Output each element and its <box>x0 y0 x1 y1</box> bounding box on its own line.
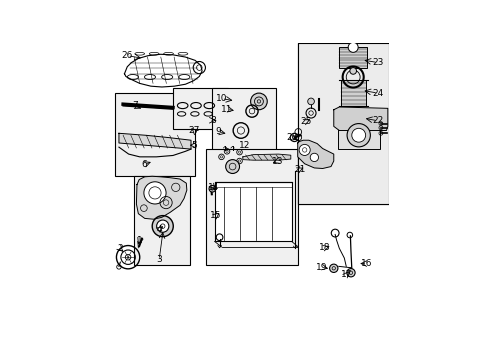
Circle shape <box>156 220 168 232</box>
Text: 27: 27 <box>188 126 199 135</box>
Bar <box>134 176 189 265</box>
Circle shape <box>349 68 356 74</box>
Text: 24: 24 <box>372 89 383 98</box>
Circle shape <box>309 153 318 162</box>
Circle shape <box>225 159 239 174</box>
Circle shape <box>346 269 354 277</box>
Text: 17: 17 <box>340 270 351 279</box>
Text: 3: 3 <box>156 256 162 265</box>
Bar <box>339 48 366 68</box>
Text: 7: 7 <box>132 101 137 110</box>
Circle shape <box>208 185 215 192</box>
Text: 23: 23 <box>372 58 383 67</box>
Text: 14: 14 <box>207 183 219 192</box>
Bar <box>206 149 297 265</box>
Bar <box>297 43 388 204</box>
Text: 6: 6 <box>142 160 147 169</box>
Bar <box>214 182 291 242</box>
Circle shape <box>152 216 173 237</box>
Text: 12: 12 <box>238 141 250 150</box>
Text: 18: 18 <box>319 243 330 252</box>
Polygon shape <box>119 133 191 149</box>
Text: 2: 2 <box>117 244 123 253</box>
Circle shape <box>307 98 314 105</box>
Text: 13: 13 <box>271 157 283 166</box>
Polygon shape <box>136 176 186 219</box>
Circle shape <box>143 182 166 204</box>
Text: 10: 10 <box>215 94 227 103</box>
Text: 20: 20 <box>285 133 297 142</box>
Bar <box>337 121 379 149</box>
Text: 25: 25 <box>300 117 311 126</box>
Text: 21: 21 <box>294 165 305 174</box>
Bar <box>297 43 388 204</box>
Text: 11: 11 <box>221 105 232 114</box>
Text: 8: 8 <box>210 116 215 125</box>
Polygon shape <box>297 140 333 168</box>
Text: 22: 22 <box>372 116 383 125</box>
Circle shape <box>329 264 337 273</box>
Circle shape <box>250 93 267 110</box>
Text: 9: 9 <box>215 127 221 136</box>
Bar <box>173 87 228 129</box>
Circle shape <box>351 128 365 142</box>
Polygon shape <box>243 154 290 160</box>
Circle shape <box>346 123 369 147</box>
Text: 19: 19 <box>316 263 327 272</box>
Text: 15: 15 <box>210 211 221 220</box>
Circle shape <box>299 144 309 156</box>
Text: 1: 1 <box>137 235 142 244</box>
Bar <box>115 93 195 176</box>
Text: 4: 4 <box>156 225 162 234</box>
Text: 26: 26 <box>122 51 133 60</box>
Text: 5: 5 <box>191 141 197 150</box>
Polygon shape <box>333 107 387 131</box>
Bar <box>211 87 275 154</box>
Circle shape <box>347 42 357 52</box>
Text: 16: 16 <box>361 259 372 268</box>
Bar <box>340 80 366 107</box>
